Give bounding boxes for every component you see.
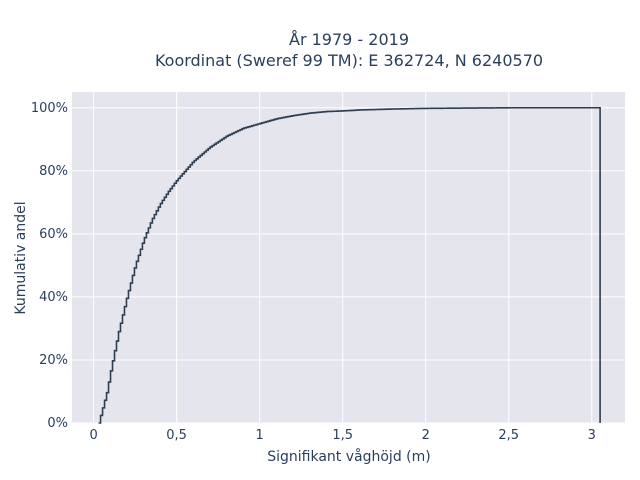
x-tick-label: 0,5 <box>166 428 187 443</box>
y-tick-label: 100% <box>31 101 68 116</box>
y-tick-label: 60% <box>39 227 68 242</box>
y-ticks: 0% 20% 40% 60% 80% 100% <box>31 101 68 431</box>
plot-area <box>72 92 625 423</box>
x-tick-label: 3 <box>588 428 596 443</box>
x-tick-label: 0 <box>89 428 97 443</box>
ecdf-line <box>98 106 601 424</box>
x-tick-label: 2,5 <box>498 428 519 443</box>
chart-title-line-2: Koordinat (Sweref 99 TM): E 362724, N 62… <box>155 51 543 70</box>
x-ticks: 0 0,5 1 1,5 2 2,5 3 <box>89 428 595 443</box>
x-axis-label: Signifikant våghöjd (m) <box>267 448 430 465</box>
y-tick-label: 40% <box>39 290 68 305</box>
x-tick-label: 2 <box>422 428 430 443</box>
y-tick-label: 0% <box>47 416 68 431</box>
y-tick-label: 20% <box>39 353 68 368</box>
chart-title-line-1: År 1979 - 2019 <box>289 30 409 49</box>
series <box>98 106 601 424</box>
y-axis-label: Kumulativ andel <box>13 201 29 314</box>
x-tick-label: 1,5 <box>332 428 353 443</box>
y-tick-label: 80% <box>39 164 68 179</box>
x-tick-label: 1 <box>256 428 264 443</box>
